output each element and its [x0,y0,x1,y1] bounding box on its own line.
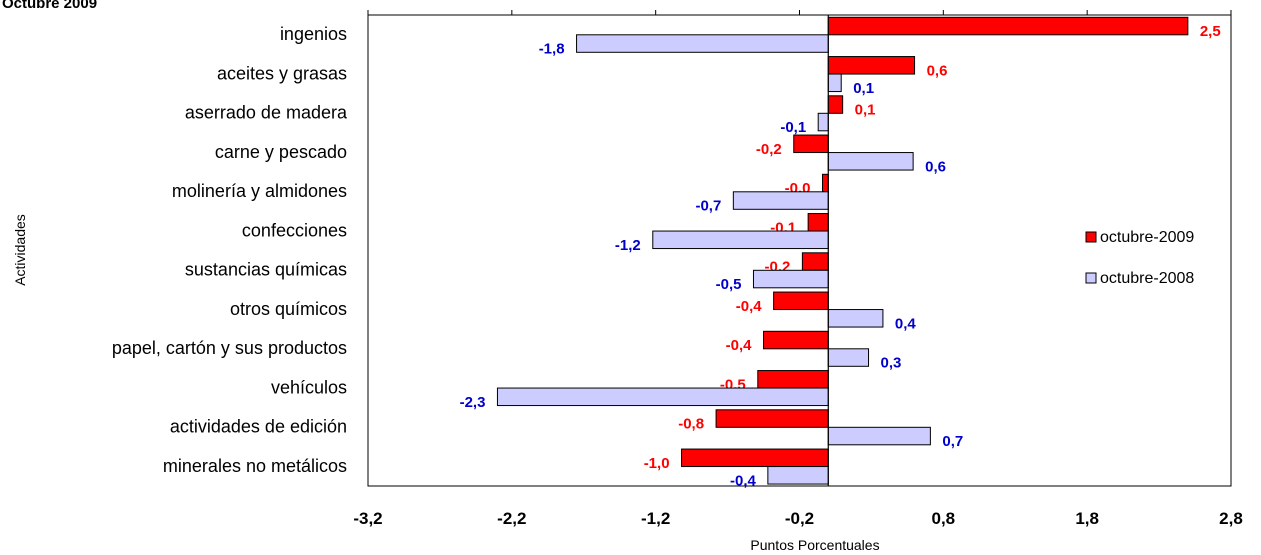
bar-octubre-2008 [496,387,829,407]
bar-octubre-2008 [827,426,931,446]
bar-octubre-2008 [576,34,829,53]
bar-octubre-2009 [757,370,829,389]
data-label: -2,3 [460,394,486,411]
data-label: -1,2 [615,237,641,254]
category-label: papel, cartón y sus productos [112,338,347,358]
legend-swatch [1085,272,1097,284]
data-label: -0,8 [678,416,704,433]
y-axis-title: Actividades [12,214,28,286]
data-label: 0,1 [853,80,874,97]
data-label: -0,4 [726,337,753,354]
data-label: 0,6 [925,158,946,175]
bar-octubre-2009 [807,213,829,232]
bar-octubre-2008 [817,112,829,132]
bar-octubre-2008 [732,191,829,210]
x-tick-label: 0,8 [932,509,956,528]
x-tick-label: 2,8 [1219,509,1243,528]
bar-octubre-2009 [715,409,829,428]
data-label: 0,7 [942,433,963,450]
category-label: sustancias químicas [185,260,347,280]
data-label: -0,4 [730,472,757,489]
data-label: 0,6 [927,62,948,79]
data-label: -1,0 [644,455,670,472]
data-label: -0,7 [695,198,721,215]
category-label: actividades de edición [170,417,347,437]
plot-frame [367,14,1232,487]
data-label: -0,1 [780,119,806,136]
x-tick-label: -0,2 [785,509,814,528]
x-tick-label: 1,8 [1075,509,1099,528]
bar-octubre-2008 [827,348,870,367]
bar-octubre-2009 [793,134,829,154]
bar-octubre-2009 [773,291,829,311]
bar-octubre-2008 [767,466,829,485]
bar-octubre-2009 [827,95,844,114]
bar-octubre-2008 [827,73,842,93]
category-label: minerales no metálicos [163,456,347,476]
bar-octubre-2009 [763,330,829,350]
data-label: 0,1 [855,102,876,119]
category-label: vehículos [271,377,347,397]
legend-label: octubre-2009 [1100,229,1194,246]
category-label: carne y pescado [215,142,347,162]
legend: octubre-2009 octubre-2008 [1085,229,1194,287]
bar-octubre-2008 [752,269,829,289]
category-label: otros químicos [230,299,347,319]
category-label: aceites y grasas [217,63,347,83]
bar-octubre-2009 [801,252,829,271]
category-labels: ingenios aceites y grasas aserrado de made… [112,24,348,476]
x-axis-ticks: -3,2 -2,2 -1,2 -0,2 0,8 1,8 2,8 [353,10,1243,528]
x-tick-label: -2,2 [497,509,526,528]
category-label: ingenios [280,24,347,44]
data-label: -0,2 [756,141,782,158]
data-label: -1,8 [539,41,565,58]
bar-octubre-2008 [827,309,884,328]
category-label: confecciones [242,220,347,240]
legend-label: octubre-2008 [1100,270,1194,287]
data-label: -0,5 [716,276,742,293]
legend-swatch [1085,231,1097,243]
category-label: molinería y almidones [172,181,347,201]
bar-octubre-2008 [652,230,829,250]
plot-area: 2,5-1,80,60,10,1-0,1-0,20,6-0,0-0,7-0,1-… [367,14,1232,489]
x-tick-label: -1,2 [641,509,670,528]
bar-octubre-2009 [827,56,916,75]
bar-octubre-2009 [822,173,829,193]
bar-octubre-2009 [681,448,829,468]
category-label: aserrado de madera [185,103,348,123]
chart-title: Octubre 2009 [2,0,97,12]
x-axis-title: Puntos Porcentuales [750,537,879,553]
data-label: 2,5 [1200,23,1221,40]
data-label: 0,4 [895,315,917,332]
data-label: -0,4 [736,298,763,315]
bar-octubre-2009 [827,16,1189,36]
bar-octubre-2008 [827,152,914,171]
data-label: 0,3 [881,355,902,372]
x-tick-label: -3,2 [353,509,382,528]
